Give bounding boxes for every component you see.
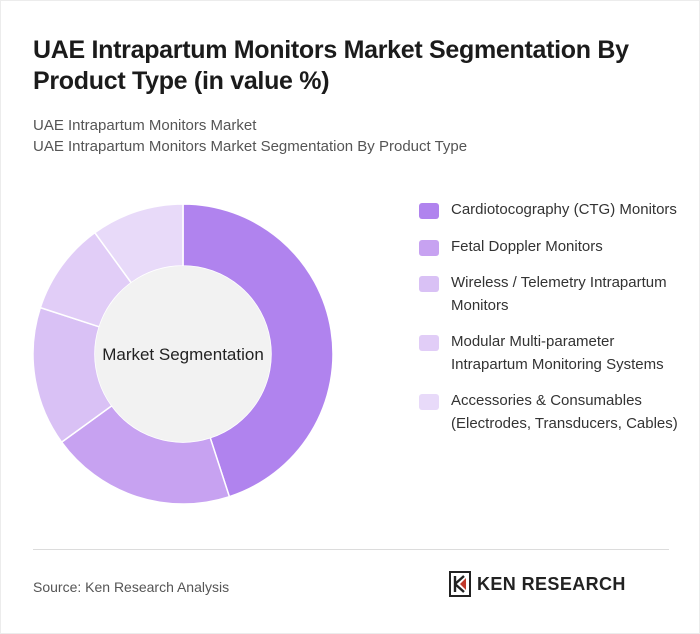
subtitle-line-1: UAE Intrapartum Monitors Market bbox=[33, 117, 257, 134]
subtitle-line-2: UAE Intrapartum Monitors Market Segmenta… bbox=[33, 138, 468, 155]
brand-name: KEN RESEARCH bbox=[477, 573, 626, 594]
donut-center-label: Market Segmentation bbox=[102, 345, 264, 364]
chart-legend: Cardiotocography (CTG) Monitors Fetal Do… bbox=[419, 199, 679, 449]
legend-item-accessories: Accessories & Consumables (Electrodes, T… bbox=[419, 390, 679, 435]
legend-item-ctg: Cardiotocography (CTG) Monitors bbox=[419, 199, 679, 222]
legend-label-ctg: Cardiotocography (CTG) Monitors bbox=[451, 201, 677, 218]
legend-item-doppler: Fetal Doppler Monitors bbox=[419, 236, 679, 259]
source-note: Source: Ken Research Analysis bbox=[33, 579, 230, 595]
donut-chart: Market Segmentation bbox=[32, 203, 334, 505]
legend-label-doppler: Fetal Doppler Monitors bbox=[451, 237, 603, 255]
footer-divider bbox=[33, 549, 669, 550]
chart-subtitle: UAE Intrapartum Monitors Market UAE Intr… bbox=[33, 115, 467, 157]
legend-swatch-doppler bbox=[419, 239, 439, 256]
legend-item-modular: Modular Multi-parameter Intrapartum Moni… bbox=[419, 331, 679, 376]
legend-swatch-ctg bbox=[419, 203, 439, 219]
legend-label-modular: Modular Multi-parameter Intrapartum Moni… bbox=[451, 333, 664, 373]
donut-hole bbox=[95, 266, 271, 442]
legend-label-wireless: Wireless / Telemetry Intrapartum Monitor… bbox=[451, 274, 667, 314]
legend-swatch-accessories bbox=[419, 394, 439, 410]
legend-swatch-wireless bbox=[419, 276, 439, 292]
ken-logo-icon bbox=[449, 571, 471, 597]
brand-logo: KEN RESEARCH bbox=[449, 571, 626, 597]
legend-label-accessories: Accessories & Consumables (Electrodes, T… bbox=[451, 392, 678, 432]
legend-swatch-modular bbox=[419, 335, 439, 351]
legend-item-wireless: Wireless / Telemetry Intrapartum Monitor… bbox=[419, 272, 679, 317]
chart-title: UAE Intrapartum Monitors Market Segmenta… bbox=[33, 36, 629, 95]
